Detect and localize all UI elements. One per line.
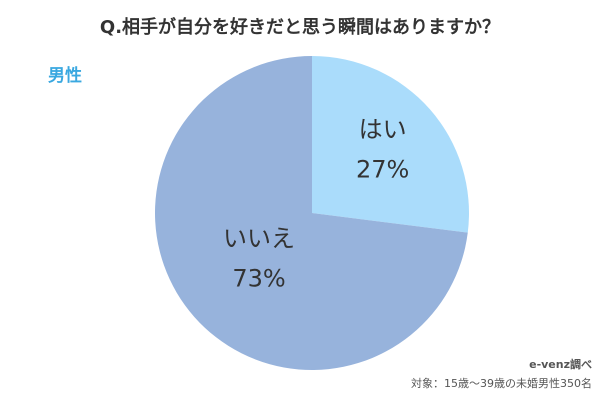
source: e-venz調べ xyxy=(529,357,592,371)
slice-category-label: いいえ xyxy=(223,225,295,253)
chart-title: Q.相手が自分を好きだと思う瞬間はありますか？ xyxy=(100,16,500,38)
pie-slice xyxy=(154,56,468,371)
slice-category-label: はい xyxy=(359,116,407,144)
note: 対象：15歳〜39歳の未婚男性350名 xyxy=(411,376,592,390)
slice-value-label: 73% xyxy=(232,265,285,293)
pie-slice xyxy=(312,56,469,233)
chart-subtitle: 男性 xyxy=(48,65,82,86)
slice-value-label: 27% xyxy=(356,156,409,184)
